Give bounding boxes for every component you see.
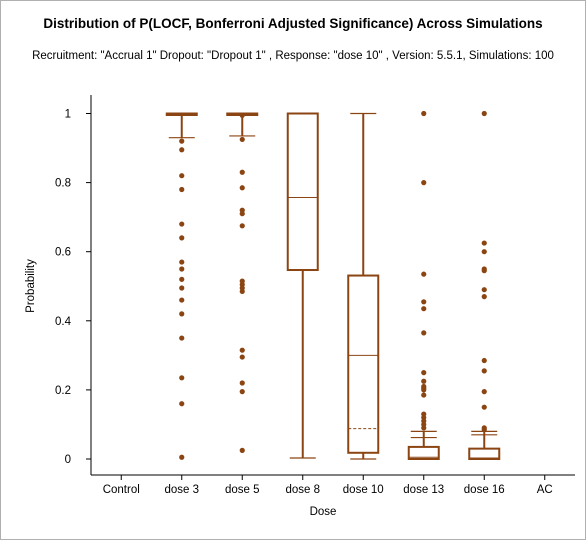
outlier-point bbox=[421, 306, 427, 312]
box-dose-10 bbox=[347, 112, 380, 460]
x-tick-label: dose 16 bbox=[464, 484, 505, 496]
chart-title: Distribution of P(LOCF, Bonferroni Adjus… bbox=[43, 16, 543, 31]
outlier-point bbox=[481, 294, 487, 300]
outlier-point bbox=[421, 110, 427, 117]
box-dose-3 bbox=[165, 112, 198, 460]
x-tick-label: Control bbox=[103, 484, 140, 496]
outlier-point bbox=[239, 389, 245, 395]
x-tick-label: dose 10 bbox=[343, 484, 384, 496]
y-tick-label: 0.8 bbox=[55, 178, 71, 190]
outlier-point bbox=[421, 271, 427, 277]
outlier-point bbox=[239, 380, 245, 386]
outlier-point bbox=[179, 173, 185, 179]
outlier-point bbox=[239, 288, 245, 295]
outlier-point bbox=[481, 389, 487, 395]
x-axis-ticks: Control dose 3 dose 5 dose 8 dose 10 dose 13 d… bbox=[103, 475, 553, 496]
y-axis-label: Probability bbox=[25, 259, 37, 313]
outlier-point bbox=[179, 276, 185, 282]
box-dose-8 bbox=[286, 112, 319, 459]
outlier-point bbox=[481, 404, 487, 410]
x-axis-label: Dose bbox=[310, 506, 337, 518]
boxes bbox=[165, 110, 501, 461]
box-dose-16 bbox=[468, 110, 501, 461]
outlier-point bbox=[481, 287, 487, 293]
outlier-point bbox=[239, 185, 245, 191]
outlier-point bbox=[481, 427, 487, 433]
outlier-point bbox=[481, 357, 487, 364]
x-tick-label: AC bbox=[537, 484, 553, 496]
outlier-point bbox=[179, 266, 185, 272]
outlier-point bbox=[179, 335, 185, 341]
outlier-point bbox=[179, 401, 185, 407]
outlier-point bbox=[239, 169, 245, 175]
outlier-point bbox=[179, 375, 185, 381]
outlier-point bbox=[421, 180, 427, 186]
outlier-point bbox=[179, 147, 185, 153]
outlier-point bbox=[179, 186, 185, 193]
outlier-point bbox=[179, 138, 185, 144]
outlier-point bbox=[421, 378, 427, 384]
y-tick-label: 1 bbox=[65, 109, 71, 121]
outlier-point bbox=[239, 136, 245, 143]
outlier-point bbox=[481, 268, 487, 274]
outlier-point bbox=[179, 285, 185, 291]
chart-subtitle: Recruitment: "Accrual 1" Dropout: "Dropo… bbox=[32, 50, 554, 62]
iqr-box bbox=[347, 274, 380, 454]
outlier-point bbox=[179, 259, 185, 265]
x-tick-label: dose 3 bbox=[164, 484, 199, 496]
y-tick-label: 0.2 bbox=[55, 385, 71, 397]
y-axis-ticks: 0 0.2 0.4 0.6 0.8 1 bbox=[55, 109, 91, 466]
iqr-box bbox=[286, 112, 319, 272]
box-dose-5 bbox=[226, 112, 259, 453]
outlier-point bbox=[239, 354, 245, 360]
outlier-point bbox=[239, 211, 245, 217]
outlier-point bbox=[179, 297, 185, 303]
outlier-point bbox=[179, 221, 185, 227]
outlier-point bbox=[179, 235, 185, 241]
outlier-point bbox=[421, 330, 427, 336]
outlier-point bbox=[421, 387, 427, 393]
outlier-point bbox=[421, 425, 427, 431]
outlier-point bbox=[421, 392, 427, 398]
outlier-point bbox=[481, 368, 487, 374]
iqr-box bbox=[407, 445, 440, 461]
outlier-point bbox=[239, 112, 245, 118]
outlier-point bbox=[179, 454, 185, 460]
iqr-box bbox=[468, 447, 501, 461]
y-tick-label: 0.6 bbox=[55, 247, 71, 259]
outlier-point bbox=[239, 223, 245, 229]
outlier-point bbox=[239, 347, 245, 353]
x-tick-label: dose 13 bbox=[403, 484, 444, 496]
x-tick-label: dose 5 bbox=[225, 484, 260, 496]
y-tick-label: 0.4 bbox=[55, 316, 72, 328]
outlier-point bbox=[481, 110, 487, 117]
box-dose-13 bbox=[407, 110, 440, 461]
outlier-point bbox=[481, 240, 487, 246]
axes bbox=[90, 95, 575, 476]
x-tick-label: dose 8 bbox=[285, 484, 320, 496]
outlier-point bbox=[239, 447, 245, 453]
outlier-point bbox=[481, 249, 487, 255]
outlier-point bbox=[179, 311, 185, 317]
y-tick-label: 0 bbox=[65, 454, 71, 466]
outlier-point bbox=[421, 370, 427, 376]
outlier-point bbox=[421, 299, 427, 305]
